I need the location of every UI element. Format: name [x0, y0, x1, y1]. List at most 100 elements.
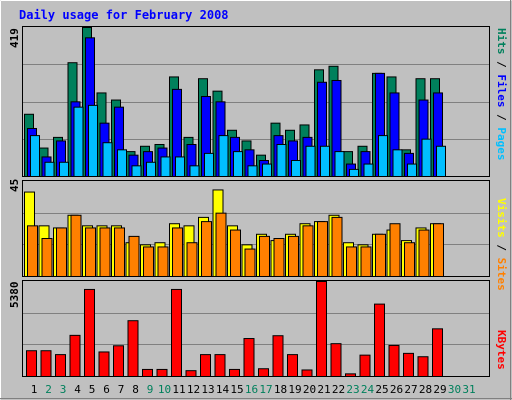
visits-bar-sites — [201, 221, 212, 278]
kbytes-bar-kbytes — [301, 369, 313, 378]
day-label: 4 — [74, 383, 81, 396]
kbytes-bar-kbytes — [417, 356, 429, 378]
visits-bar-sites — [56, 227, 67, 277]
legend-separator: / — [495, 108, 508, 128]
kbytes-bar-kbytes — [345, 373, 356, 377]
day-label: 16 — [245, 383, 258, 396]
kbytes-panel: 5380 KBytes — [8, 280, 508, 378]
visits-bar-sites — [360, 246, 372, 277]
visits-bar-sites — [41, 238, 53, 277]
day-label: 19 — [288, 383, 301, 396]
kbytes-bar-kbytes — [98, 351, 110, 377]
visits-bar-sites — [70, 214, 82, 277]
visits-bar-sites — [259, 235, 270, 277]
traffic-panel: 419 Hits / Files / Pages — [8, 26, 508, 178]
traffic-bar-pages — [204, 152, 214, 177]
visits-bar-sites — [418, 229, 430, 277]
legend-kbytes: KBytes — [495, 330, 508, 370]
kbytes-bar-kbytes — [40, 350, 52, 377]
day-label: 27 — [404, 383, 417, 396]
day-label: 25 — [375, 383, 388, 396]
traffic-bar-pages — [160, 156, 171, 177]
traffic-bar-pages — [363, 163, 374, 177]
kbytes-bar-kbytes — [432, 328, 443, 378]
traffic-bar-pages — [276, 143, 287, 177]
traffic-bar-pages — [305, 145, 316, 177]
visits-bar-sites — [389, 223, 401, 278]
kbytes-bar-kbytes — [287, 354, 298, 378]
kbytes-bar-kbytes — [156, 368, 168, 377]
traffic-bar-pages — [392, 149, 403, 178]
traffic-bar-pages — [378, 135, 388, 177]
chart-title: Daily usage for February 2008 — [19, 8, 229, 22]
traffic-bar-pages — [262, 163, 272, 177]
traffic-bar-pages — [117, 149, 127, 178]
traffic-bar-pages — [189, 165, 200, 177]
kbytes-bar-kbytes — [388, 344, 400, 378]
legend-sites: Sites — [495, 258, 508, 291]
kbytes-bar-kbytes — [69, 334, 81, 377]
visits-bar-sites — [128, 235, 140, 277]
day-label: 22 — [332, 383, 345, 396]
day-label: 28 — [419, 383, 432, 396]
day-label: 24 — [361, 383, 375, 396]
kbytes-bar-kbytes — [142, 368, 153, 377]
traffic-bar-pages — [421, 138, 432, 178]
visits-panel: 45 Visits / Sites — [8, 179, 508, 291]
day-label: 3 — [60, 383, 67, 396]
legend-separator: / — [495, 55, 508, 75]
legend-visits: Visits — [495, 198, 508, 238]
visits-bar-sites — [186, 242, 198, 278]
visits-bar-sites — [27, 225, 38, 277]
traffic-bar-pages — [73, 106, 84, 177]
kbytes-bar-kbytes — [113, 345, 124, 377]
kbytes-bars — [26, 281, 443, 378]
traffic-bar-pages — [175, 156, 185, 177]
kbytes-bar-kbytes — [84, 288, 95, 378]
day-label: 14 — [216, 383, 230, 396]
visits-bar-sites — [85, 227, 96, 277]
legend-pages: Pages — [495, 127, 508, 160]
visits-max-label: 45 — [8, 179, 21, 192]
visits-bar-sites — [346, 246, 357, 277]
day-label: 15 — [230, 383, 243, 396]
kbytes-bar-kbytes — [200, 354, 211, 378]
traffic-bars — [24, 27, 446, 178]
traffic-bar-pages — [131, 165, 142, 177]
kbytes-bar-kbytes — [403, 352, 414, 378]
kbytes-bar-kbytes — [272, 335, 284, 377]
traffic-bar-pages — [247, 165, 258, 177]
day-label: 10 — [158, 383, 171, 396]
traffic-bar-pages — [44, 161, 55, 177]
day-label: 12 — [187, 383, 200, 396]
day-label: 23 — [346, 383, 359, 396]
traffic-bar-pages — [291, 159, 301, 178]
visits-bar-sites — [215, 212, 227, 278]
visits-bar-sites — [288, 235, 299, 277]
kbytes-bar-kbytes — [374, 303, 385, 377]
visits-bar-sites — [317, 221, 328, 278]
visits-bar-sites — [331, 216, 343, 277]
day-label: 8 — [132, 383, 139, 396]
kbytes-gridlines — [23, 313, 489, 345]
traffic-max-label: 419 — [8, 28, 21, 48]
visits-bar-sites — [114, 227, 125, 277]
kbytes-bar-kbytes — [55, 354, 66, 378]
day-label: 13 — [201, 383, 214, 396]
kbytes-bar-kbytes — [359, 354, 371, 377]
visits-bar-sites — [230, 229, 241, 277]
traffic-bar-pages — [88, 104, 98, 177]
kbytes-bar-kbytes — [243, 338, 255, 377]
visits-bar-sites — [244, 248, 256, 278]
kbytes-max-label: 5380 — [8, 282, 21, 309]
traffic-bar-pages — [30, 135, 40, 177]
traffic-bar-pages — [59, 161, 69, 177]
traffic-bar-pages — [233, 151, 243, 177]
traffic-bar-pages — [320, 145, 330, 177]
day-label: 9 — [147, 383, 154, 396]
visits-bars — [24, 189, 444, 278]
day-label: 21 — [317, 383, 330, 396]
visits-bar-sites — [375, 233, 386, 277]
